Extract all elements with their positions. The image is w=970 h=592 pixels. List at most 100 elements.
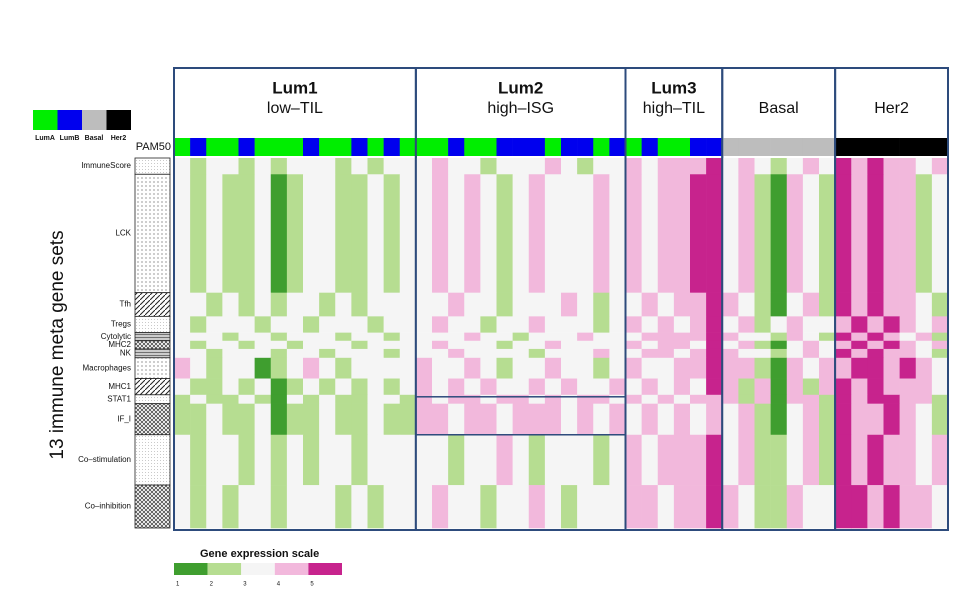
heatmap-cell [722, 348, 739, 359]
heatmap-cell [915, 394, 933, 404]
heatmap-cell [286, 394, 304, 404]
heatmap-cell [802, 485, 820, 529]
gene-set-pattern [134, 357, 171, 379]
heatmap-cell [399, 348, 417, 359]
pam50-cell [835, 138, 852, 156]
heatmap-cell [415, 434, 433, 486]
heatmap-cell [512, 378, 530, 396]
scale-tick-label: 1 [176, 582, 180, 588]
heatmap-cell [367, 348, 384, 359]
heatmap-cell [528, 403, 546, 436]
heatmap-cell [383, 340, 401, 350]
heatmap-cell [657, 394, 675, 404]
heatmap-cell [851, 378, 868, 396]
heatmap-cell [286, 485, 304, 529]
heatmap-cell [383, 158, 401, 175]
heatmap-cell [254, 378, 272, 396]
heatmap-cell [319, 485, 336, 529]
heatmap-cell [480, 174, 497, 293]
heatmap-cell [722, 403, 739, 436]
heatmap-cell [915, 340, 933, 350]
heatmap-cell [319, 174, 336, 293]
heatmap-cell [270, 340, 288, 350]
heatmap-cell [303, 434, 320, 486]
heatmap-cell [254, 316, 272, 333]
heatmap-cell [883, 434, 900, 486]
cluster-name: Lum3 [651, 78, 696, 97]
heatmap-cell [432, 316, 449, 333]
pam50-cell [286, 138, 304, 156]
heatmap-cell [399, 292, 417, 317]
heatmap-cell [480, 378, 497, 396]
heatmap-cell [835, 332, 852, 342]
heatmap-cell [480, 357, 497, 379]
heatmap-cell [561, 340, 578, 350]
heatmap-cell [786, 485, 804, 529]
heatmap-cell [673, 332, 691, 342]
heatmap-cell [448, 332, 465, 342]
heatmap-cell [641, 292, 659, 317]
heatmap-cell [561, 485, 578, 529]
heatmap-cell [802, 340, 820, 350]
heatmap-cell [819, 357, 836, 379]
heatmap-cell [480, 340, 497, 350]
heatmap-cell [254, 403, 272, 436]
heatmap-cell [335, 348, 352, 359]
heatmap-cell [609, 292, 626, 317]
gene-set-label: Co–inhibition [85, 502, 131, 511]
heatmap-cell [915, 174, 933, 293]
heatmap-cell [544, 348, 562, 359]
pam50-cell [222, 138, 239, 156]
heatmap-cell [512, 485, 530, 529]
heatmap-cell [754, 292, 771, 317]
heatmap-cell [577, 485, 594, 529]
heatmap-cell [238, 316, 255, 333]
heatmap-cell [706, 174, 723, 293]
heatmap-cell [399, 340, 417, 350]
subtype-swatch [57, 110, 82, 130]
heatmap-cell [883, 485, 900, 529]
heatmap-cell [561, 292, 578, 317]
heatmap-cell [754, 403, 771, 436]
heatmap-cell [577, 378, 594, 396]
heatmap-cell [883, 340, 900, 350]
heatmap-cell [448, 357, 465, 379]
scale-tick-label: 4 [277, 582, 281, 588]
heatmap-cell [690, 316, 707, 333]
heatmap-cell [577, 292, 594, 317]
heatmap-cell [706, 158, 723, 175]
pam50-cell [899, 138, 917, 156]
heatmap-cell [528, 394, 546, 404]
heatmap-cell [174, 403, 191, 436]
heatmap-cell [270, 174, 288, 293]
heatmap-cell [802, 434, 820, 486]
heatmap-cell [867, 357, 884, 379]
heatmap-cell [206, 403, 223, 436]
heatmap-cell [464, 174, 481, 293]
heatmap-cell [641, 348, 659, 359]
heatmap-cell [577, 340, 594, 350]
heatmap-cell [673, 403, 691, 436]
heatmap-cell [802, 292, 820, 317]
heatmap-cell [625, 340, 642, 350]
heatmap-cell [593, 340, 610, 350]
heatmap-cell [609, 174, 626, 293]
heatmap-cell [738, 348, 755, 359]
heatmap-cell [544, 158, 562, 175]
heatmap-cell [577, 158, 594, 175]
heatmap-cell [254, 332, 272, 342]
heatmap-cell [577, 357, 594, 379]
heatmap-cell [561, 357, 578, 379]
heatmap-cell [657, 403, 675, 436]
heatmap-cell [770, 292, 788, 317]
heatmap-cell [222, 434, 239, 486]
heatmap-cell [883, 174, 900, 293]
pam50-cell [673, 138, 691, 156]
heatmap-cell [432, 348, 449, 359]
pam50-cell [544, 138, 562, 156]
pam50-cell [851, 138, 868, 156]
heatmap-cell [625, 378, 642, 396]
heatmap-cell [174, 357, 191, 379]
heatmap-cell [706, 292, 723, 317]
